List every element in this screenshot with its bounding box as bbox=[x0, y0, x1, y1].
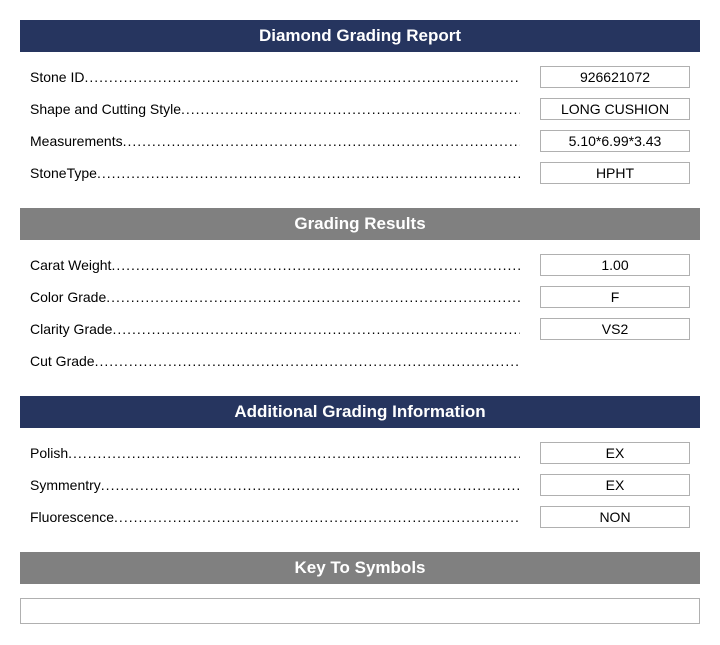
row-label-text: Stone ID bbox=[30, 69, 84, 85]
section-header: Diamond Grading Report bbox=[20, 20, 700, 52]
row-label-text: StoneType bbox=[30, 165, 97, 181]
row-label: Stone ID bbox=[30, 69, 520, 85]
row-label: Measurements bbox=[30, 133, 520, 149]
row-value: 5.10*6.99*3.43 bbox=[540, 130, 690, 152]
data-row: Color Grade F bbox=[30, 286, 690, 308]
data-row: Carat Weight 1.00 bbox=[30, 254, 690, 276]
row-value: EX bbox=[540, 442, 690, 464]
row-label: Cut Grade bbox=[30, 353, 520, 369]
row-label-text: Carat Weight bbox=[30, 257, 111, 273]
row-value: EX bbox=[540, 474, 690, 496]
row-label-text: Measurements bbox=[30, 133, 123, 149]
section-rows: Stone ID 926621072 Shape and Cutting Style… bbox=[20, 66, 700, 208]
row-label-text: Fluorescence bbox=[30, 509, 114, 525]
row-value: HPHT bbox=[540, 162, 690, 184]
row-value: LONG CUSHION bbox=[540, 98, 690, 120]
data-row: Symmentry EX bbox=[30, 474, 690, 496]
row-label-text: Clarity Grade bbox=[30, 321, 112, 337]
section-header: Key To Symbols bbox=[20, 552, 700, 584]
row-value: F bbox=[540, 286, 690, 308]
section-rows: Polish EX Symmentry EX Fluorescence NON bbox=[20, 442, 700, 552]
section-header: Grading Results bbox=[20, 208, 700, 240]
row-label-text: Color Grade bbox=[30, 289, 106, 305]
diamond-grading-report: Diamond Grading ReportStone ID926621072S… bbox=[20, 20, 700, 624]
row-label-text: Symmentry bbox=[30, 477, 101, 493]
row-label: Color Grade bbox=[30, 289, 520, 305]
row-value bbox=[540, 350, 690, 372]
data-row: Cut Grade bbox=[30, 350, 690, 372]
row-label: Fluorescence bbox=[30, 509, 520, 525]
row-value: VS2 bbox=[540, 318, 690, 340]
row-label: StoneType bbox=[30, 165, 520, 181]
data-row: Measurements 5.10*6.99*3.43 bbox=[30, 130, 690, 152]
row-value: 1.00 bbox=[540, 254, 690, 276]
row-label: Shape and Cutting Style bbox=[30, 101, 520, 117]
data-row: Shape and Cutting Style LONG CUSHION bbox=[30, 98, 690, 120]
row-value: NON bbox=[540, 506, 690, 528]
row-label: Clarity Grade bbox=[30, 321, 520, 337]
row-label-text: Polish bbox=[30, 445, 68, 461]
row-label-text: Cut Grade bbox=[30, 353, 95, 369]
row-label: Symmentry bbox=[30, 477, 520, 493]
data-row: Clarity Grade VS2 bbox=[30, 318, 690, 340]
row-label: Carat Weight bbox=[30, 257, 520, 273]
data-row: Fluorescence NON bbox=[30, 506, 690, 528]
key-to-symbols-box bbox=[20, 598, 700, 624]
data-row: StoneType HPHT bbox=[30, 162, 690, 184]
data-row: Polish EX bbox=[30, 442, 690, 464]
section-header: Additional Grading Information bbox=[20, 396, 700, 428]
row-value: 926621072 bbox=[540, 66, 690, 88]
row-label: Polish bbox=[30, 445, 520, 461]
section-rows: Carat Weight 1.00 Color Grade F Clarity Grad… bbox=[20, 254, 700, 396]
data-row: Stone ID 926621072 bbox=[30, 66, 690, 88]
row-label-text: Shape and Cutting Style bbox=[30, 101, 181, 117]
